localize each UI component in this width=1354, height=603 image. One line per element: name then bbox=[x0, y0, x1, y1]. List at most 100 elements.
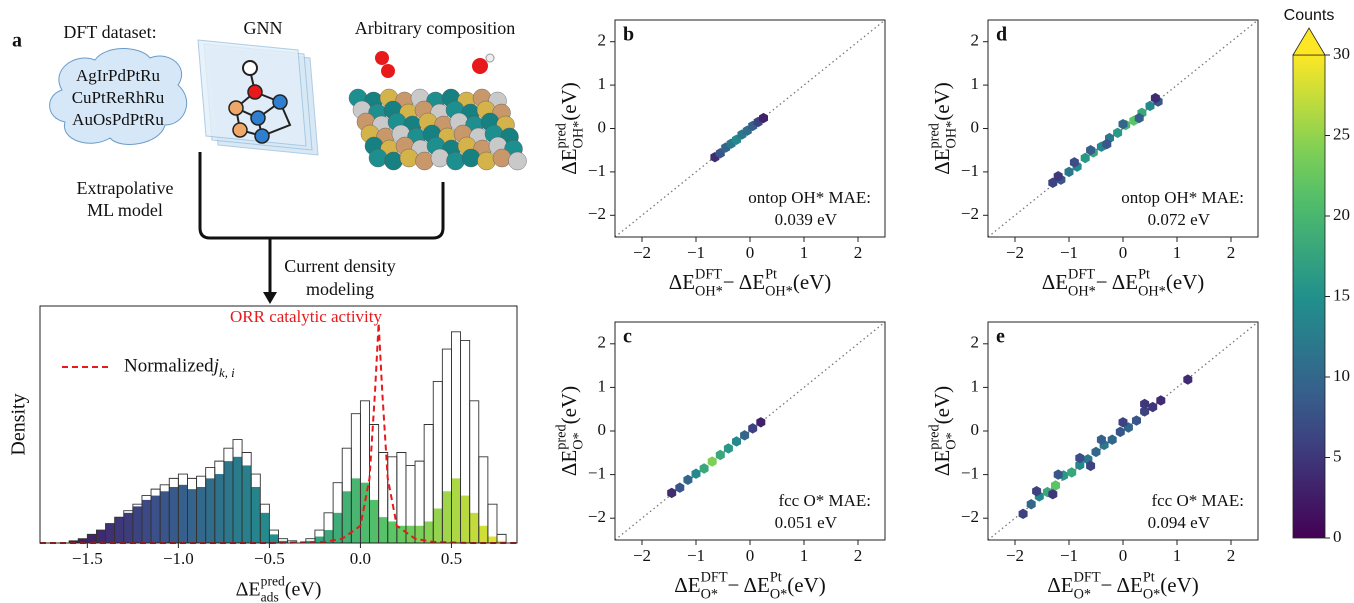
label-text: ΔE bbox=[1047, 573, 1073, 597]
graph-node bbox=[247, 84, 263, 100]
atom bbox=[384, 151, 403, 171]
histogram-fill bbox=[351, 478, 361, 543]
hexbin-cell bbox=[1069, 157, 1079, 168]
colorbar-tick-label: 30 bbox=[1333, 44, 1350, 63]
x-tick-label: 1 bbox=[1173, 546, 1182, 565]
histogram-fill bbox=[333, 512, 343, 543]
identity-line bbox=[987, 19, 1259, 238]
y-tick-label: −2 bbox=[961, 507, 979, 526]
hexbin-cell bbox=[748, 423, 758, 434]
label-text: − ΔE bbox=[723, 270, 765, 294]
panel-letter: e bbox=[996, 326, 1005, 348]
histogram-fill bbox=[369, 499, 379, 543]
histogram-fill bbox=[460, 495, 470, 543]
histogram-fill bbox=[96, 530, 106, 543]
histogram-fill bbox=[324, 530, 334, 543]
hexbin-cell bbox=[691, 468, 701, 479]
label-text: − ΔE bbox=[1096, 270, 1138, 294]
hexbin-cell bbox=[1113, 127, 1123, 139]
y-tick-label: −2 bbox=[588, 204, 606, 223]
histogram-fill bbox=[114, 517, 124, 543]
histogram-fill bbox=[132, 506, 142, 543]
x-tick-label: 2 bbox=[854, 546, 863, 565]
arbitrary-title: Arbitrary composition bbox=[355, 18, 515, 38]
x-tick-label: −2 bbox=[633, 243, 651, 262]
histogram-fill bbox=[69, 540, 79, 543]
annotation: ontop OH* MAE: bbox=[1121, 188, 1244, 207]
x-tick-label: −1.5 bbox=[72, 549, 103, 568]
x-tick-label: 2 bbox=[1227, 546, 1236, 565]
y-tick-label: −1 bbox=[588, 161, 606, 180]
atom bbox=[461, 148, 481, 168]
label-sup: Pt bbox=[1143, 569, 1155, 585]
histogram-fill bbox=[141, 499, 152, 543]
hexbin-cell bbox=[723, 443, 733, 454]
histogram-fill bbox=[442, 491, 452, 543]
x-tick-label: −1.0 bbox=[163, 549, 194, 568]
y-tick-label: 1 bbox=[971, 376, 980, 395]
diagram: a DFT dataset: AgIrPdPtRu CuPtReRhRu AuO… bbox=[12, 18, 527, 304]
histogram-fill bbox=[269, 534, 279, 543]
histogram-fill bbox=[314, 536, 325, 543]
label-sub: OH* bbox=[695, 283, 723, 299]
label-sub: OH* bbox=[570, 121, 586, 149]
graph-node bbox=[242, 60, 258, 76]
hexbin-cell bbox=[683, 474, 693, 486]
y-tick-label: 1 bbox=[598, 376, 607, 395]
hexbin-cell bbox=[667, 487, 677, 499]
histogram-fill bbox=[342, 491, 352, 543]
y-tick-label: 0 bbox=[598, 117, 607, 136]
label-sup: pred bbox=[261, 574, 285, 589]
label-sub: OH* bbox=[1138, 283, 1166, 299]
cloud bbox=[49, 48, 188, 145]
label-text: (eV) bbox=[285, 579, 322, 601]
graph-node bbox=[272, 94, 288, 110]
histogram-fill bbox=[251, 486, 261, 543]
label-text: ΔE bbox=[557, 148, 581, 174]
graph-node bbox=[250, 110, 266, 126]
x-tick-label: 1 bbox=[800, 546, 809, 565]
label-text: (eV) bbox=[1160, 573, 1198, 597]
colorbar-tick-label: 5 bbox=[1333, 446, 1342, 465]
hexbin-cell bbox=[756, 417, 766, 428]
histogram-fill bbox=[205, 478, 215, 543]
y-tick-label: −1 bbox=[961, 464, 979, 483]
hexbin-cell bbox=[1048, 177, 1058, 188]
colorbar bbox=[1292, 54, 1326, 539]
y-tick-label: 2 bbox=[971, 31, 980, 50]
x-tick-label: 1 bbox=[1173, 243, 1182, 262]
atom bbox=[446, 151, 465, 171]
label-sub: O* bbox=[943, 432, 959, 449]
label-text: ΔE bbox=[1042, 270, 1068, 294]
histogram-fill bbox=[260, 512, 270, 543]
x-tick-label: 0 bbox=[746, 243, 755, 262]
x-tick-label: −0.5 bbox=[254, 549, 285, 568]
identity-line bbox=[614, 19, 886, 238]
histogram-fill bbox=[160, 491, 170, 543]
composition: AuOsPdPtRu bbox=[72, 110, 164, 129]
panel-letter: d bbox=[996, 24, 1007, 46]
panel-letter: a bbox=[12, 30, 22, 52]
hexbin-cell bbox=[1086, 145, 1096, 156]
composition: AgIrPdPtRu bbox=[76, 66, 161, 85]
colorbar-extend bbox=[1292, 27, 1326, 56]
dataset-title: DFT dataset: bbox=[63, 22, 156, 42]
x-tick-label: 0 bbox=[1119, 546, 1128, 565]
histogram-fill bbox=[196, 486, 206, 543]
histogram-fill bbox=[496, 540, 507, 543]
hexbin-cell bbox=[1048, 489, 1058, 500]
hexbin-cell bbox=[1018, 508, 1028, 520]
hexbin-cell bbox=[1140, 398, 1150, 410]
histogram-fill bbox=[433, 508, 443, 543]
y-tick-label: 0 bbox=[598, 420, 607, 439]
y-tick-label: −1 bbox=[588, 464, 606, 483]
label-sup: Pt bbox=[1138, 266, 1150, 282]
modeling-label: Current density bbox=[284, 256, 395, 276]
